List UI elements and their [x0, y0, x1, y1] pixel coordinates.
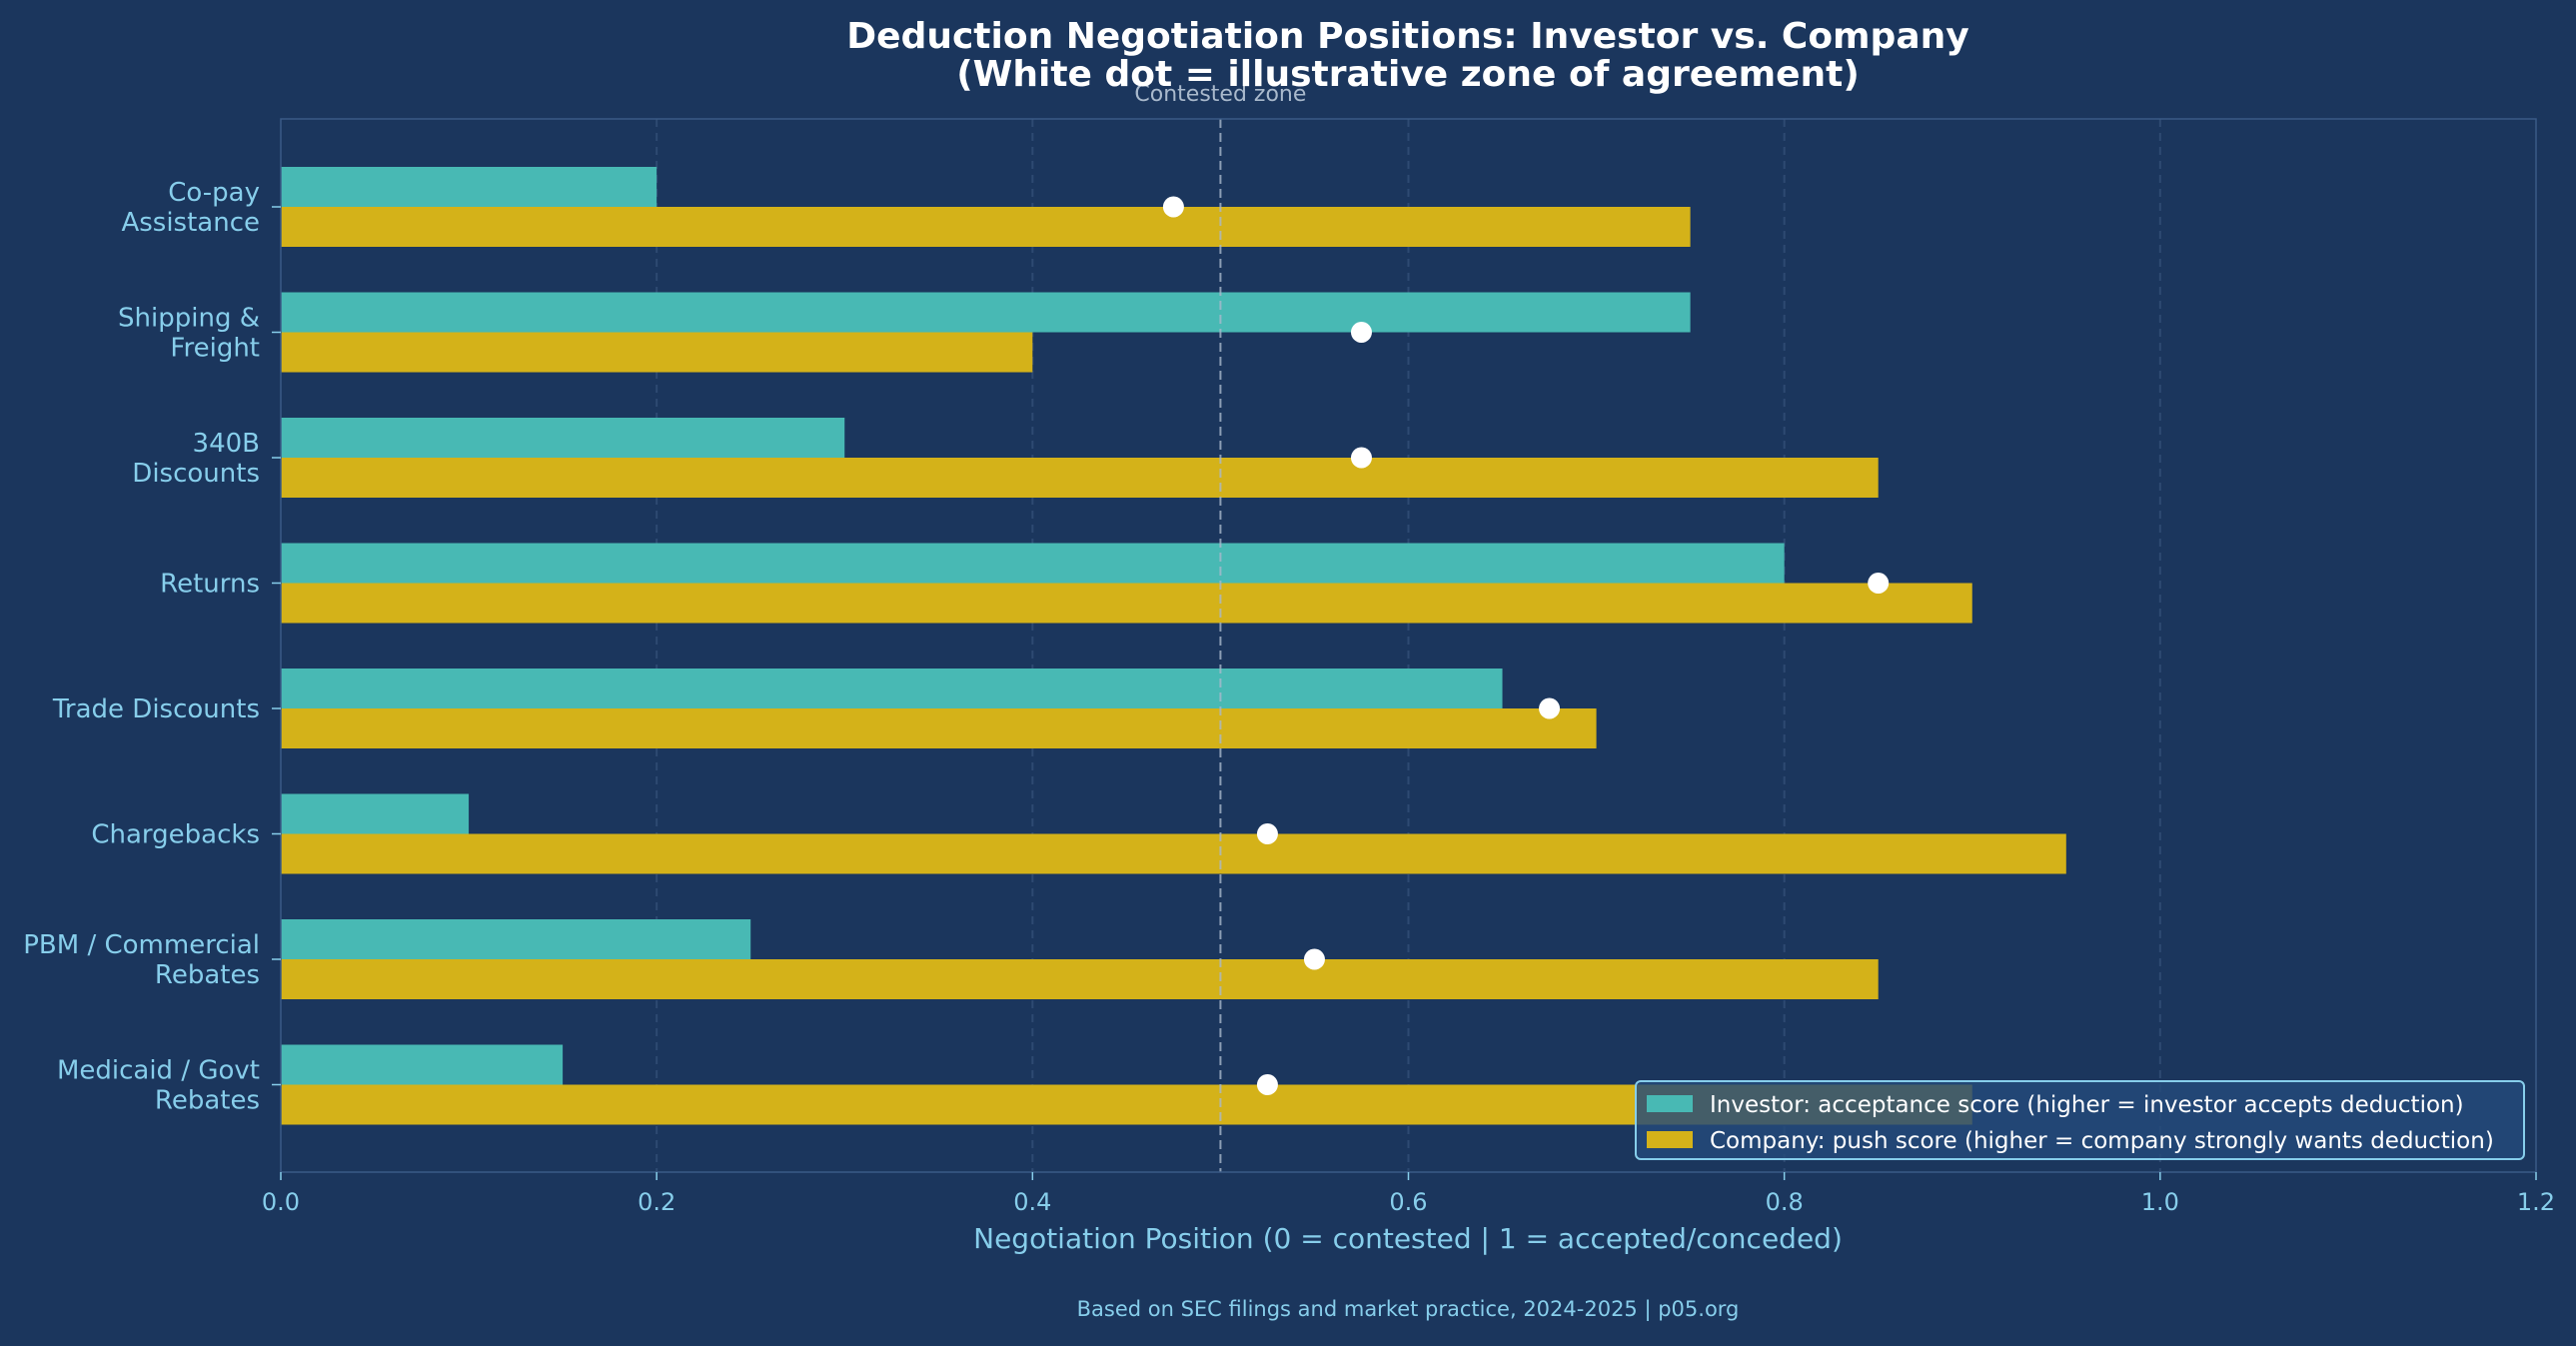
dots-layer	[1162, 196, 1890, 1095]
investor-bar	[281, 167, 657, 207]
agreement-dot	[1868, 573, 1890, 594]
bars-layer	[281, 167, 2066, 1125]
agreement-dot	[1162, 196, 1184, 218]
agreement-dot	[1303, 948, 1325, 970]
footer-note: Based on SEC filings and market practice…	[1077, 1297, 1740, 1322]
grid-layer	[655, 119, 2161, 1172]
investor-bar	[281, 1044, 564, 1085]
legend-box	[1635, 1080, 2525, 1160]
legend: Investor: acceptance score (higher = inv…	[1635, 1080, 2525, 1160]
y-tick-label: Co-pay Assistance	[121, 178, 260, 238]
chart-subtitle: (White dot = illustrative zone of agreem…	[956, 54, 1860, 95]
legend-label-company: Company: push score (higher = company st…	[1710, 1128, 2494, 1154]
reference-layer: Contested zone	[1134, 82, 1306, 1172]
x-tick-label: 0.6	[1389, 1188, 1427, 1216]
company-bar	[281, 959, 1879, 999]
chart-title: Deduction Negotiation Positions: Investo…	[846, 16, 1968, 57]
company-bar	[281, 583, 1972, 624]
x-tick-label: 1.2	[2517, 1188, 2555, 1216]
agreement-dot	[1539, 697, 1561, 719]
legend-swatch-investor	[1647, 1095, 1693, 1112]
contested-zone-label: Contested zone	[1134, 82, 1306, 107]
investor-bar	[281, 292, 1691, 333]
company-bar	[281, 458, 1879, 498]
company-bar	[281, 833, 2066, 874]
company-bar	[281, 207, 1691, 247]
y-tick-label: Shipping & Freight	[118, 304, 260, 364]
x-tick-label: 0.4	[1013, 1188, 1051, 1216]
agreement-dot	[1256, 1074, 1278, 1095]
text-layer: Deduction Negotiation Positions: Investo…	[846, 16, 1968, 1322]
y-tick-label: 340B Discounts	[132, 429, 260, 489]
axes-layer: 0.0 0.2 0.4 0.6 0.8 1.0 1.2 Co-pay Assistance Shi…	[23, 118, 2555, 1216]
y-tick-label: Trade Discounts	[52, 694, 260, 724]
y-tick-label: Chargebacks	[91, 820, 260, 850]
x-tick-label: 0.2	[638, 1188, 675, 1216]
x-tick-label: 1.0	[2141, 1188, 2179, 1216]
legend-swatch-company	[1647, 1131, 1693, 1148]
y-tick-label: PBM / Commercial Rebates	[23, 930, 260, 990]
agreement-dot	[1350, 447, 1372, 469]
x-axis-label: Negotiation Position (0 = contested | 1 …	[973, 1222, 1843, 1255]
y-tick-label: Medicaid / Govt Rebates	[57, 1056, 260, 1116]
agreement-dot	[1256, 823, 1278, 844]
x-tick-label: 0.0	[262, 1188, 300, 1216]
x-tick-label: 0.8	[1766, 1188, 1804, 1216]
investor-bar	[281, 669, 1503, 708]
investor-bar	[281, 543, 1785, 584]
investor-bar	[281, 919, 751, 959]
company-bar	[281, 708, 1597, 748]
agreement-dot	[1350, 322, 1372, 343]
investor-bar	[281, 418, 845, 458]
company-bar	[281, 332, 1033, 373]
y-tick-label: Returns	[160, 570, 260, 600]
investor-bar	[281, 793, 470, 834]
legend-label-investor: Investor: acceptance score (higher = inv…	[1710, 1092, 2464, 1118]
